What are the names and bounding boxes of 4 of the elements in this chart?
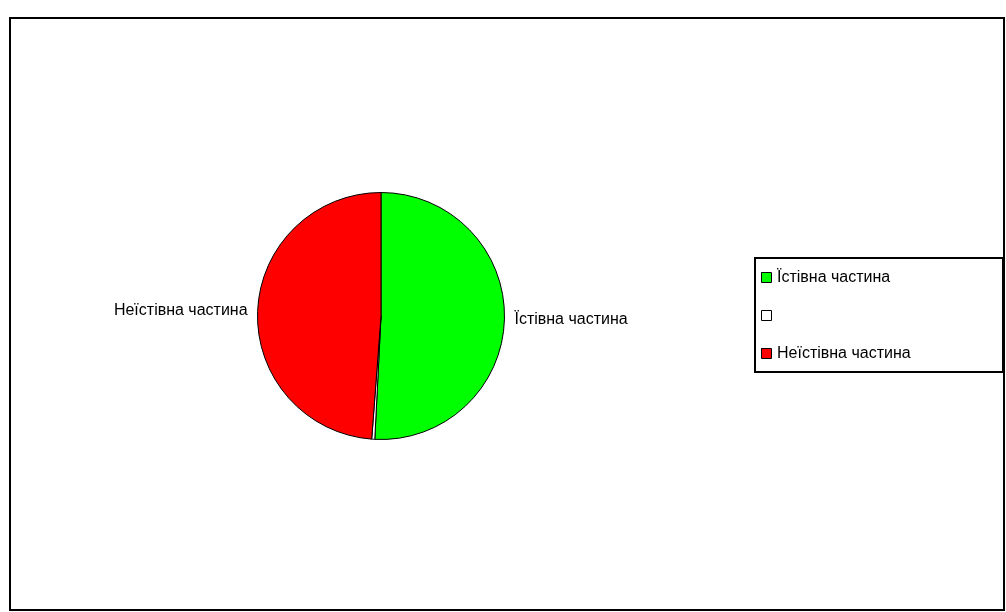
legend-label: Неїстівна частина [777, 344, 911, 362]
slice-label: Їстівна частина [514, 309, 628, 327]
legend-label: Їстівна частина [777, 268, 891, 286]
slice-label: Неїстівна частина [113, 301, 248, 319]
